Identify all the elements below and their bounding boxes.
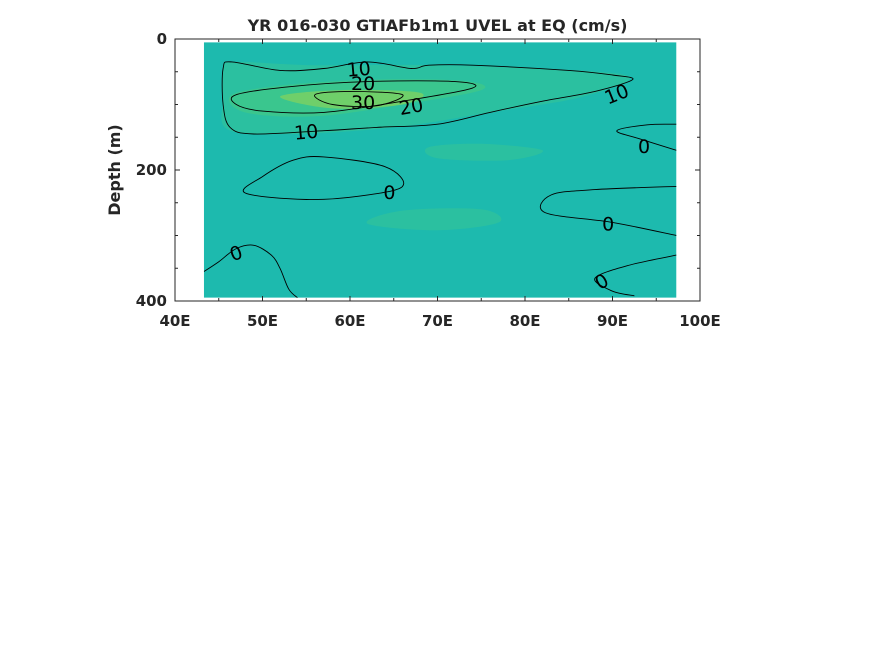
contour-label: 0 [638,136,650,158]
contour-line-0 [616,123,677,151]
chart-title: YR 016-030 GTIAFb1m1 UVEL at EQ (cm/s) [247,16,628,35]
x-tick-label: 40E [159,312,190,330]
contour-field [203,42,677,298]
contour-label: 0 [602,213,614,235]
contour-label: 0 [383,182,395,204]
contour-label: 10 [346,58,372,82]
y-tick-label: 200 [136,161,167,179]
filled-region [366,208,502,231]
y-tick-label: 400 [136,292,167,310]
x-tick-label: 60E [334,312,365,330]
contour-line-0 [539,185,677,236]
x-tick-label: 90E [597,312,628,330]
contour-line-20 [230,80,477,114]
x-tick-label: 80E [509,312,540,330]
contour-line-0 [203,244,298,298]
contour-label: 20 [397,94,425,120]
x-tick-label: 70E [422,312,453,330]
contour-label: 30 [351,92,375,114]
filled-region [424,143,544,161]
contour-label: 10 [293,121,319,145]
y-tick-label: 0 [157,30,167,48]
contour-line-10 [221,61,634,135]
contour-line-30 [314,90,404,108]
contour-line-0 [242,156,404,201]
x-tick-label: 100E [679,312,721,330]
contour-label: 20 [351,73,375,95]
x-tick-label: 50E [247,312,278,330]
y-axis-label: Depth (m) [105,124,124,216]
contour-line-0 [594,254,677,297]
